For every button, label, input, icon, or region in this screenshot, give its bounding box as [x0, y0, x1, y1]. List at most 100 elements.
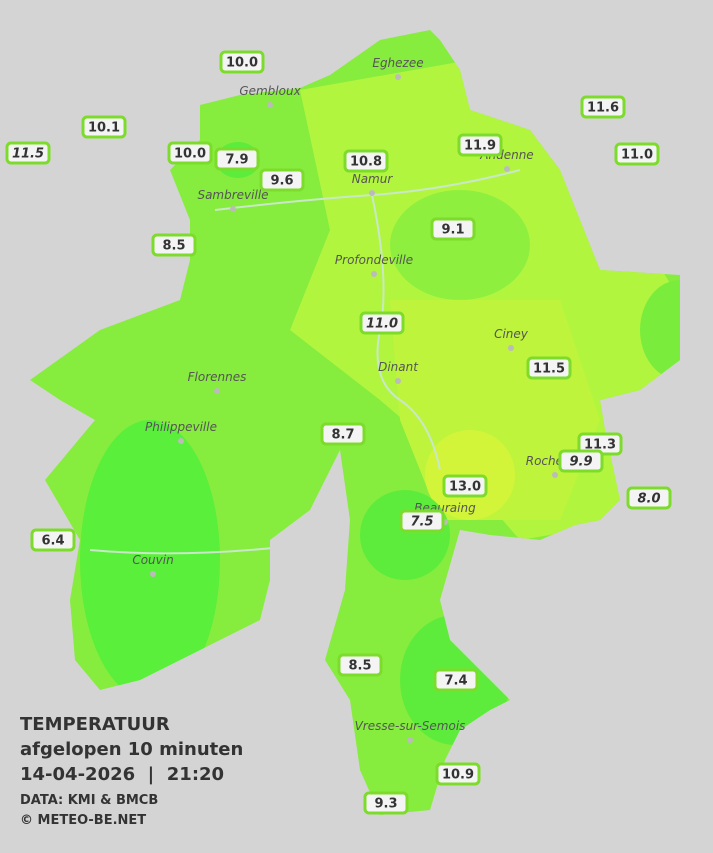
city-dot — [504, 166, 510, 172]
city-dot — [508, 345, 514, 351]
legend-datetime: 14-04-2026 | 21:20 — [20, 764, 224, 785]
station-value: 10.1 — [88, 121, 120, 136]
station-box — [259, 168, 305, 192]
station-value: 8.0 — [637, 492, 660, 507]
station-value: 11.5 — [533, 362, 565, 377]
station-box — [214, 147, 260, 171]
station-box — [435, 762, 481, 786]
station-value: 9.3 — [374, 797, 397, 812]
city-label: Gembloux — [239, 84, 301, 98]
legend-subtitle: afgelopen 10 minuten — [20, 739, 243, 760]
city-dot — [407, 737, 413, 743]
station: 8.0 — [626, 486, 672, 510]
station-box — [5, 141, 51, 165]
station: 11.5 — [526, 356, 572, 380]
city-label: Eghezee — [372, 56, 423, 70]
station-value: 10.0 — [226, 56, 258, 71]
station: 11.0 — [614, 142, 660, 166]
legend-title: TEMPERATUUR — [20, 714, 170, 735]
city-dot — [267, 102, 273, 108]
station-value: 9.9 — [569, 455, 592, 470]
station: 6.4 — [30, 528, 76, 552]
station-box — [320, 422, 366, 446]
station: 11.9 — [457, 133, 503, 157]
station-box — [167, 141, 213, 165]
station-box — [526, 356, 572, 380]
legend-credit: © METEO-BE.NET — [20, 813, 146, 828]
city-label: Couvin — [132, 553, 173, 567]
city-dot — [552, 472, 558, 478]
station-box — [457, 133, 503, 157]
station-value: 11.5 — [12, 147, 44, 162]
station: 13.0 — [442, 474, 488, 498]
station-box — [337, 653, 383, 677]
station-box — [430, 217, 476, 241]
station: 7.4 — [433, 668, 479, 692]
station: 8.5 — [337, 653, 383, 677]
station: 9.6 — [259, 168, 305, 192]
station: 11.6 — [580, 95, 626, 119]
city-label: Dinant — [378, 360, 419, 374]
station: 9.3 — [363, 791, 409, 815]
city-dot — [371, 271, 377, 277]
station-value: 11.0 — [621, 148, 653, 163]
city-label: Vresse-sur-Semois — [355, 719, 466, 733]
city-dot — [214, 388, 220, 394]
station-box — [442, 474, 488, 498]
station-box — [81, 115, 127, 139]
city-dot — [150, 571, 156, 577]
city-label: Sambreville — [197, 188, 268, 202]
station: 8.5 — [151, 233, 197, 257]
station-value: 11.9 — [464, 139, 496, 154]
station-value: 8.7 — [331, 428, 354, 443]
station: 11.3 — [577, 432, 623, 456]
city-label: Ciney — [494, 327, 529, 341]
station-value: 10.0 — [174, 147, 206, 162]
city-dot — [230, 206, 236, 212]
station-value: 8.5 — [348, 659, 371, 674]
station-value: 7.4 — [444, 674, 467, 689]
station: 10.0 — [167, 141, 213, 165]
station: 11.5 — [5, 141, 51, 165]
station: 11.0 — [359, 311, 405, 335]
station: 8.7 — [320, 422, 366, 446]
city-dot — [369, 190, 375, 196]
station: 7.5 — [399, 509, 445, 533]
station-box — [219, 50, 265, 74]
city-dot — [395, 74, 401, 80]
station: 9.1 — [430, 217, 476, 241]
station: 10.1 — [81, 115, 127, 139]
station-box — [151, 233, 197, 257]
station-box — [363, 791, 409, 815]
station-box — [343, 149, 389, 173]
station-box — [614, 142, 660, 166]
station-value: 13.0 — [449, 480, 481, 495]
station-value: 10.8 — [350, 155, 382, 170]
station-box — [558, 449, 604, 473]
station-value: 9.6 — [270, 174, 293, 189]
station-box — [359, 311, 405, 335]
legend: TEMPERATUUR afgelopen 10 minuten 14-04-2… — [20, 714, 243, 828]
station-box — [30, 528, 76, 552]
station-value: 9.1 — [441, 223, 464, 238]
station-value: 6.4 — [41, 534, 64, 549]
city-dot — [178, 438, 184, 444]
station: 10.0 — [219, 50, 265, 74]
station: 9.9 — [558, 449, 604, 473]
city-label: Namur — [352, 172, 394, 186]
city-label: Profondeville — [335, 253, 413, 267]
station-box — [399, 509, 445, 533]
station-box — [433, 668, 479, 692]
station-value: 11.3 — [584, 438, 616, 453]
city-label: Philippeville — [145, 420, 217, 434]
city-dot — [395, 378, 401, 384]
station-value: 7.5 — [410, 515, 433, 530]
station-value: 8.5 — [162, 239, 185, 254]
station-box — [580, 95, 626, 119]
station-value: 10.9 — [442, 768, 474, 783]
station-value: 11.0 — [366, 317, 398, 332]
legend-source: DATA: KMI & BMCB — [20, 793, 158, 808]
station-value: 7.9 — [225, 153, 248, 168]
station: 10.8 — [343, 149, 389, 173]
